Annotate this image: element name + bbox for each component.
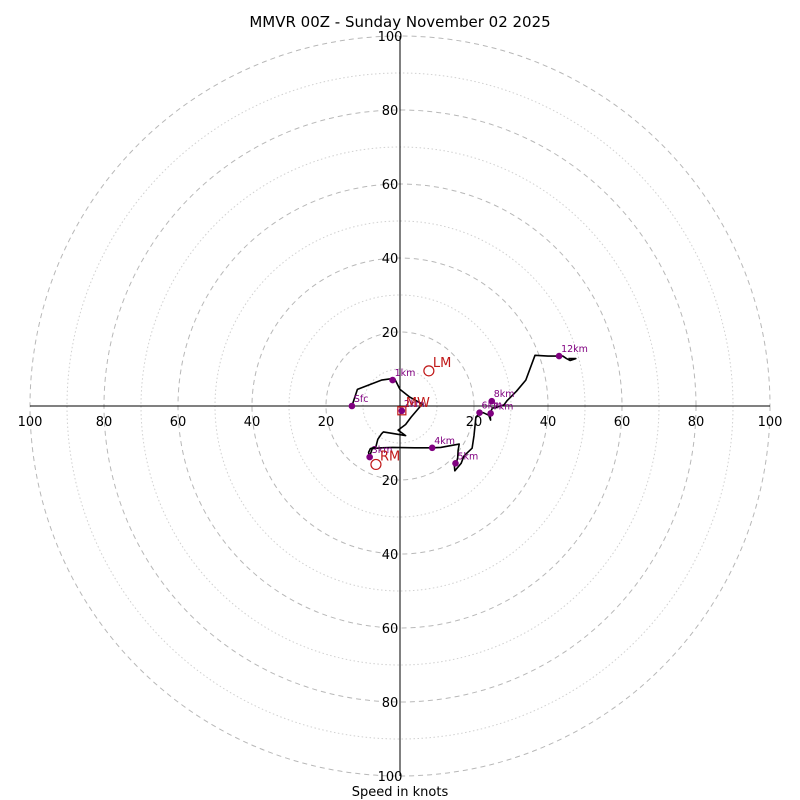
height-label-4km: 4km xyxy=(434,436,455,447)
height-label-5km: 5km xyxy=(458,451,479,462)
height-marker-8km xyxy=(488,397,496,405)
tick-label-east-100: 100 xyxy=(758,415,783,430)
tick-label-north-20: 20 xyxy=(382,326,399,341)
height-marker-4km xyxy=(428,444,436,452)
chart-title: MMVR 00Z - Sunday November 02 2025 xyxy=(249,13,550,31)
x-axis-label: Speed in knots xyxy=(352,785,449,800)
height-marker-sfc xyxy=(348,402,356,410)
tick-label-south-40: 40 xyxy=(382,548,399,563)
tick-label-north-100: 100 xyxy=(378,30,403,45)
storm-label-rm: RM xyxy=(380,449,400,464)
height-marker-2km xyxy=(398,407,406,415)
tick-label-east-20: 20 xyxy=(466,415,483,430)
height-label-7km: 7km xyxy=(493,401,514,412)
tick-label-east-60: 60 xyxy=(614,415,631,430)
storm-label-lm: LM xyxy=(433,356,451,371)
tick-label-south-100: 100 xyxy=(378,770,403,785)
tick-label-west-40: 40 xyxy=(244,415,261,430)
tick-label-south-60: 60 xyxy=(382,622,399,637)
height-marker-6km xyxy=(476,409,483,416)
height-marker-5km xyxy=(452,460,459,467)
tick-labels: 20 20 20 20 40 40 40 40 60 60 60 60 80 80 80 80 100 100 10… xyxy=(18,30,783,785)
height-label-2km: 2km xyxy=(404,399,425,410)
height-label-sfc: Sfc xyxy=(354,394,369,405)
tick-label-east-80: 80 xyxy=(688,415,705,430)
storm-marker-mw xyxy=(397,406,407,416)
height-label-6km: 6km xyxy=(482,401,503,412)
storm-marker-rm xyxy=(370,458,382,471)
tick-label-west-60: 60 xyxy=(170,415,187,430)
tick-label-south-20: 20 xyxy=(382,474,399,489)
tick-label-east-40: 40 xyxy=(540,415,557,430)
tick-label-west-100: 100 xyxy=(18,415,43,430)
storm-marker-lm xyxy=(423,365,435,377)
height-label-3km: 3km xyxy=(372,445,393,456)
tick-label-north-80: 80 xyxy=(382,104,399,119)
tick-label-south-80: 80 xyxy=(382,696,399,711)
tick-label-west-80: 80 xyxy=(96,415,113,430)
height-marker-7km xyxy=(487,410,494,417)
storm-label-mw: MW xyxy=(406,396,430,411)
axes xyxy=(30,36,770,776)
height-marker-1km xyxy=(389,376,396,384)
tick-label-west-20: 20 xyxy=(318,415,335,430)
storm-motion-markers: LM RM MW xyxy=(370,356,451,471)
tick-label-north-40: 40 xyxy=(382,252,399,267)
tick-label-north-60: 60 xyxy=(382,178,399,193)
height-marker-3km xyxy=(366,453,373,461)
height-marker-12km xyxy=(555,352,563,360)
height-label-12km: 12km xyxy=(561,344,588,355)
height-label-1km: 1km xyxy=(395,368,416,379)
height-label-8km: 8km xyxy=(494,389,515,400)
